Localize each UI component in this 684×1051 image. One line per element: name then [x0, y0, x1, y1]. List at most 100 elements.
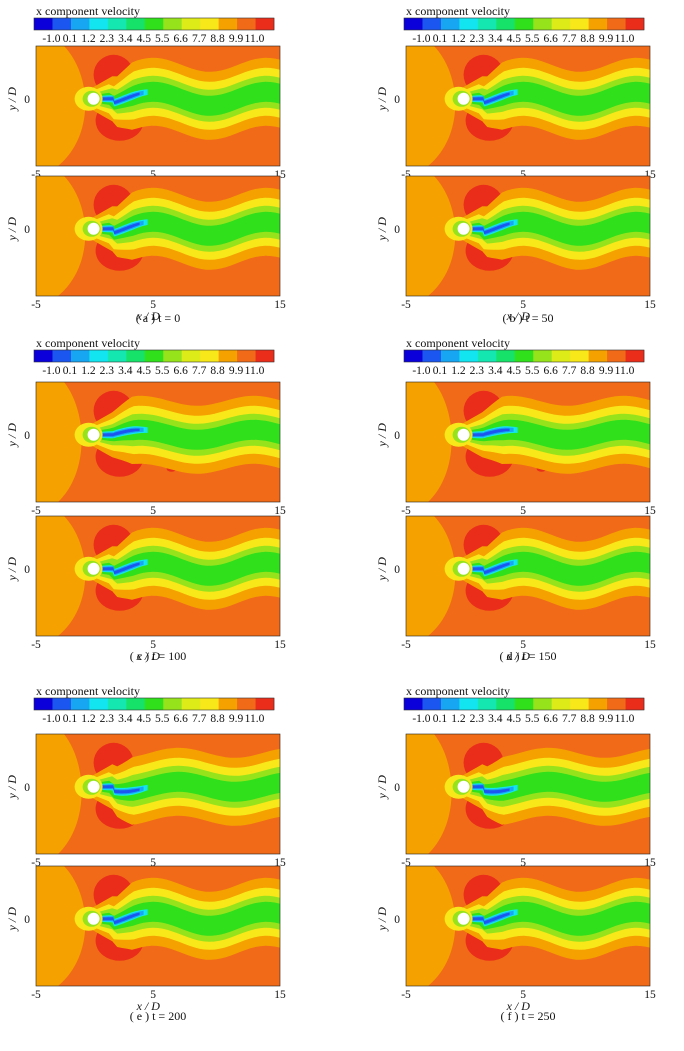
colorbar-tick-label: 9.9: [599, 713, 614, 725]
x-tick-label: -5: [401, 989, 411, 1001]
colorbar-swatch: [237, 698, 256, 710]
contour-field: [36, 734, 280, 854]
colorbar-swatch: [126, 698, 146, 710]
colorbar-tick-label: 7.7: [192, 33, 207, 45]
colorbar-swatch: [607, 698, 626, 710]
inlet-region: [406, 866, 456, 986]
colorbar-tick-label: 0.1: [63, 33, 78, 45]
colorbar-tick-label: 5.5: [525, 365, 540, 377]
colorbar-tick-label: -1.0: [42, 713, 60, 725]
wake-green: [89, 81, 280, 116]
cylinder: [87, 562, 100, 575]
colorbar-tick-label: -1.0: [412, 365, 430, 377]
contour-field: [36, 46, 280, 166]
y-axis-label: y / D: [5, 87, 19, 112]
x-axis-label: x / D: [506, 649, 531, 663]
wake-core: [95, 92, 140, 105]
cylinder: [87, 780, 100, 793]
colorbar-swatch: [404, 350, 423, 362]
wake-blue: [93, 220, 144, 236]
x-tick-label: 5: [520, 639, 526, 651]
x-tick-label: 15: [274, 989, 286, 1001]
colorbar-swatch: [533, 18, 552, 30]
x-tick-label: 5: [520, 299, 526, 311]
y-tick-0: 0: [394, 564, 400, 576]
colorbar-tick-label: 3.4: [488, 713, 503, 725]
colorbar-swatch: [126, 18, 146, 30]
wake-core: [95, 562, 140, 575]
colorbar-tick-label: 2.3: [100, 33, 115, 45]
colorbar-swatch: [496, 350, 516, 362]
y-axis-label: y / D: [375, 217, 389, 242]
panel-frame: [405, 175, 651, 297]
x-tick-label: 15: [274, 169, 286, 181]
wake-core: [465, 222, 510, 235]
colorbar-swatch: [255, 350, 275, 362]
colorbar-swatch: [607, 18, 626, 30]
x-tick-label: 15: [644, 857, 656, 869]
x-tick-label: 15: [644, 639, 656, 651]
inlet-region: [36, 382, 82, 502]
panel-frame: [405, 45, 651, 167]
colorbar-swatch: [588, 18, 608, 30]
panel-caption: ( b ) t = 50: [502, 311, 553, 325]
colorbar-swatch: [237, 18, 256, 30]
wake-blue: [463, 90, 514, 106]
inlet-region: [36, 516, 86, 636]
colorbar-title: x component velocity: [406, 4, 510, 18]
wake-core: [465, 428, 510, 437]
colorbar-swatch: [496, 18, 516, 30]
colorbar-tick-label: 9.9: [229, 713, 244, 725]
colorbar-tick-label: 2.3: [470, 713, 485, 725]
y-tick-0: 0: [24, 564, 30, 576]
wake-core: [95, 912, 140, 925]
colorbar-tick-label: 7.7: [562, 33, 577, 45]
colorbar-tick-label: 0.1: [433, 33, 448, 45]
colorbar-tick-label: 4.5: [137, 713, 152, 725]
colorbar-swatch: [459, 18, 479, 30]
colorbar-tick-label: -1.0: [412, 713, 430, 725]
colorbar-tick-label: 8.8: [210, 713, 225, 725]
inlet-region: [36, 176, 86, 296]
colorbar-tick-label: 3.4: [118, 365, 133, 377]
colorbar-swatch: [477, 350, 497, 362]
colorbar-swatch: [34, 18, 53, 30]
colorbar-swatch: [440, 350, 460, 362]
colorbar-swatch: [163, 350, 182, 362]
cylinder: [87, 912, 100, 925]
colorbar-swatch: [89, 18, 109, 30]
colorbar-title: x component velocity: [406, 336, 510, 350]
y-axis-label: y / D: [5, 557, 19, 582]
colorbar-swatch: [551, 698, 571, 710]
colorbar-tick-label: 3.4: [488, 33, 503, 45]
colorbar-tick-label: 4.5: [507, 713, 522, 725]
wake-green: [89, 771, 280, 802]
x-tick-label: 5: [150, 169, 156, 181]
colorbar-swatch: [52, 18, 72, 30]
colorbar-swatch: [144, 698, 164, 710]
x-tick-label: 5: [150, 989, 156, 1001]
colorbar-tick-label: 1.2: [451, 33, 466, 45]
colorbar-tick-label: 6.6: [174, 713, 189, 725]
y-axis-label: y / D: [5, 423, 19, 448]
y-axis-label: y / D: [375, 775, 389, 800]
wake-green: [459, 81, 650, 116]
colorbar-swatch: [440, 698, 460, 710]
x-tick-label: -5: [401, 639, 411, 651]
colorbar-tick-label: 9.9: [229, 33, 244, 45]
x-tick-label: 5: [150, 639, 156, 651]
colorbar-tick-label: 4.5: [137, 365, 152, 377]
colorbar-tick-label: 0.1: [63, 365, 78, 377]
wake-green: [459, 211, 650, 246]
colorbar-title: x component velocity: [36, 336, 140, 350]
inlet-region: [36, 734, 82, 854]
contour-field: [406, 46, 650, 166]
x-tick-label: 15: [274, 639, 286, 651]
colorbar-tick-label: 3.4: [488, 365, 503, 377]
colorbar-swatch: [107, 698, 127, 710]
wake-green: [89, 211, 280, 246]
colorbar-frame: [403, 697, 645, 711]
colorbar-tick-label: 9.9: [229, 365, 244, 377]
colorbar-swatch: [551, 18, 571, 30]
